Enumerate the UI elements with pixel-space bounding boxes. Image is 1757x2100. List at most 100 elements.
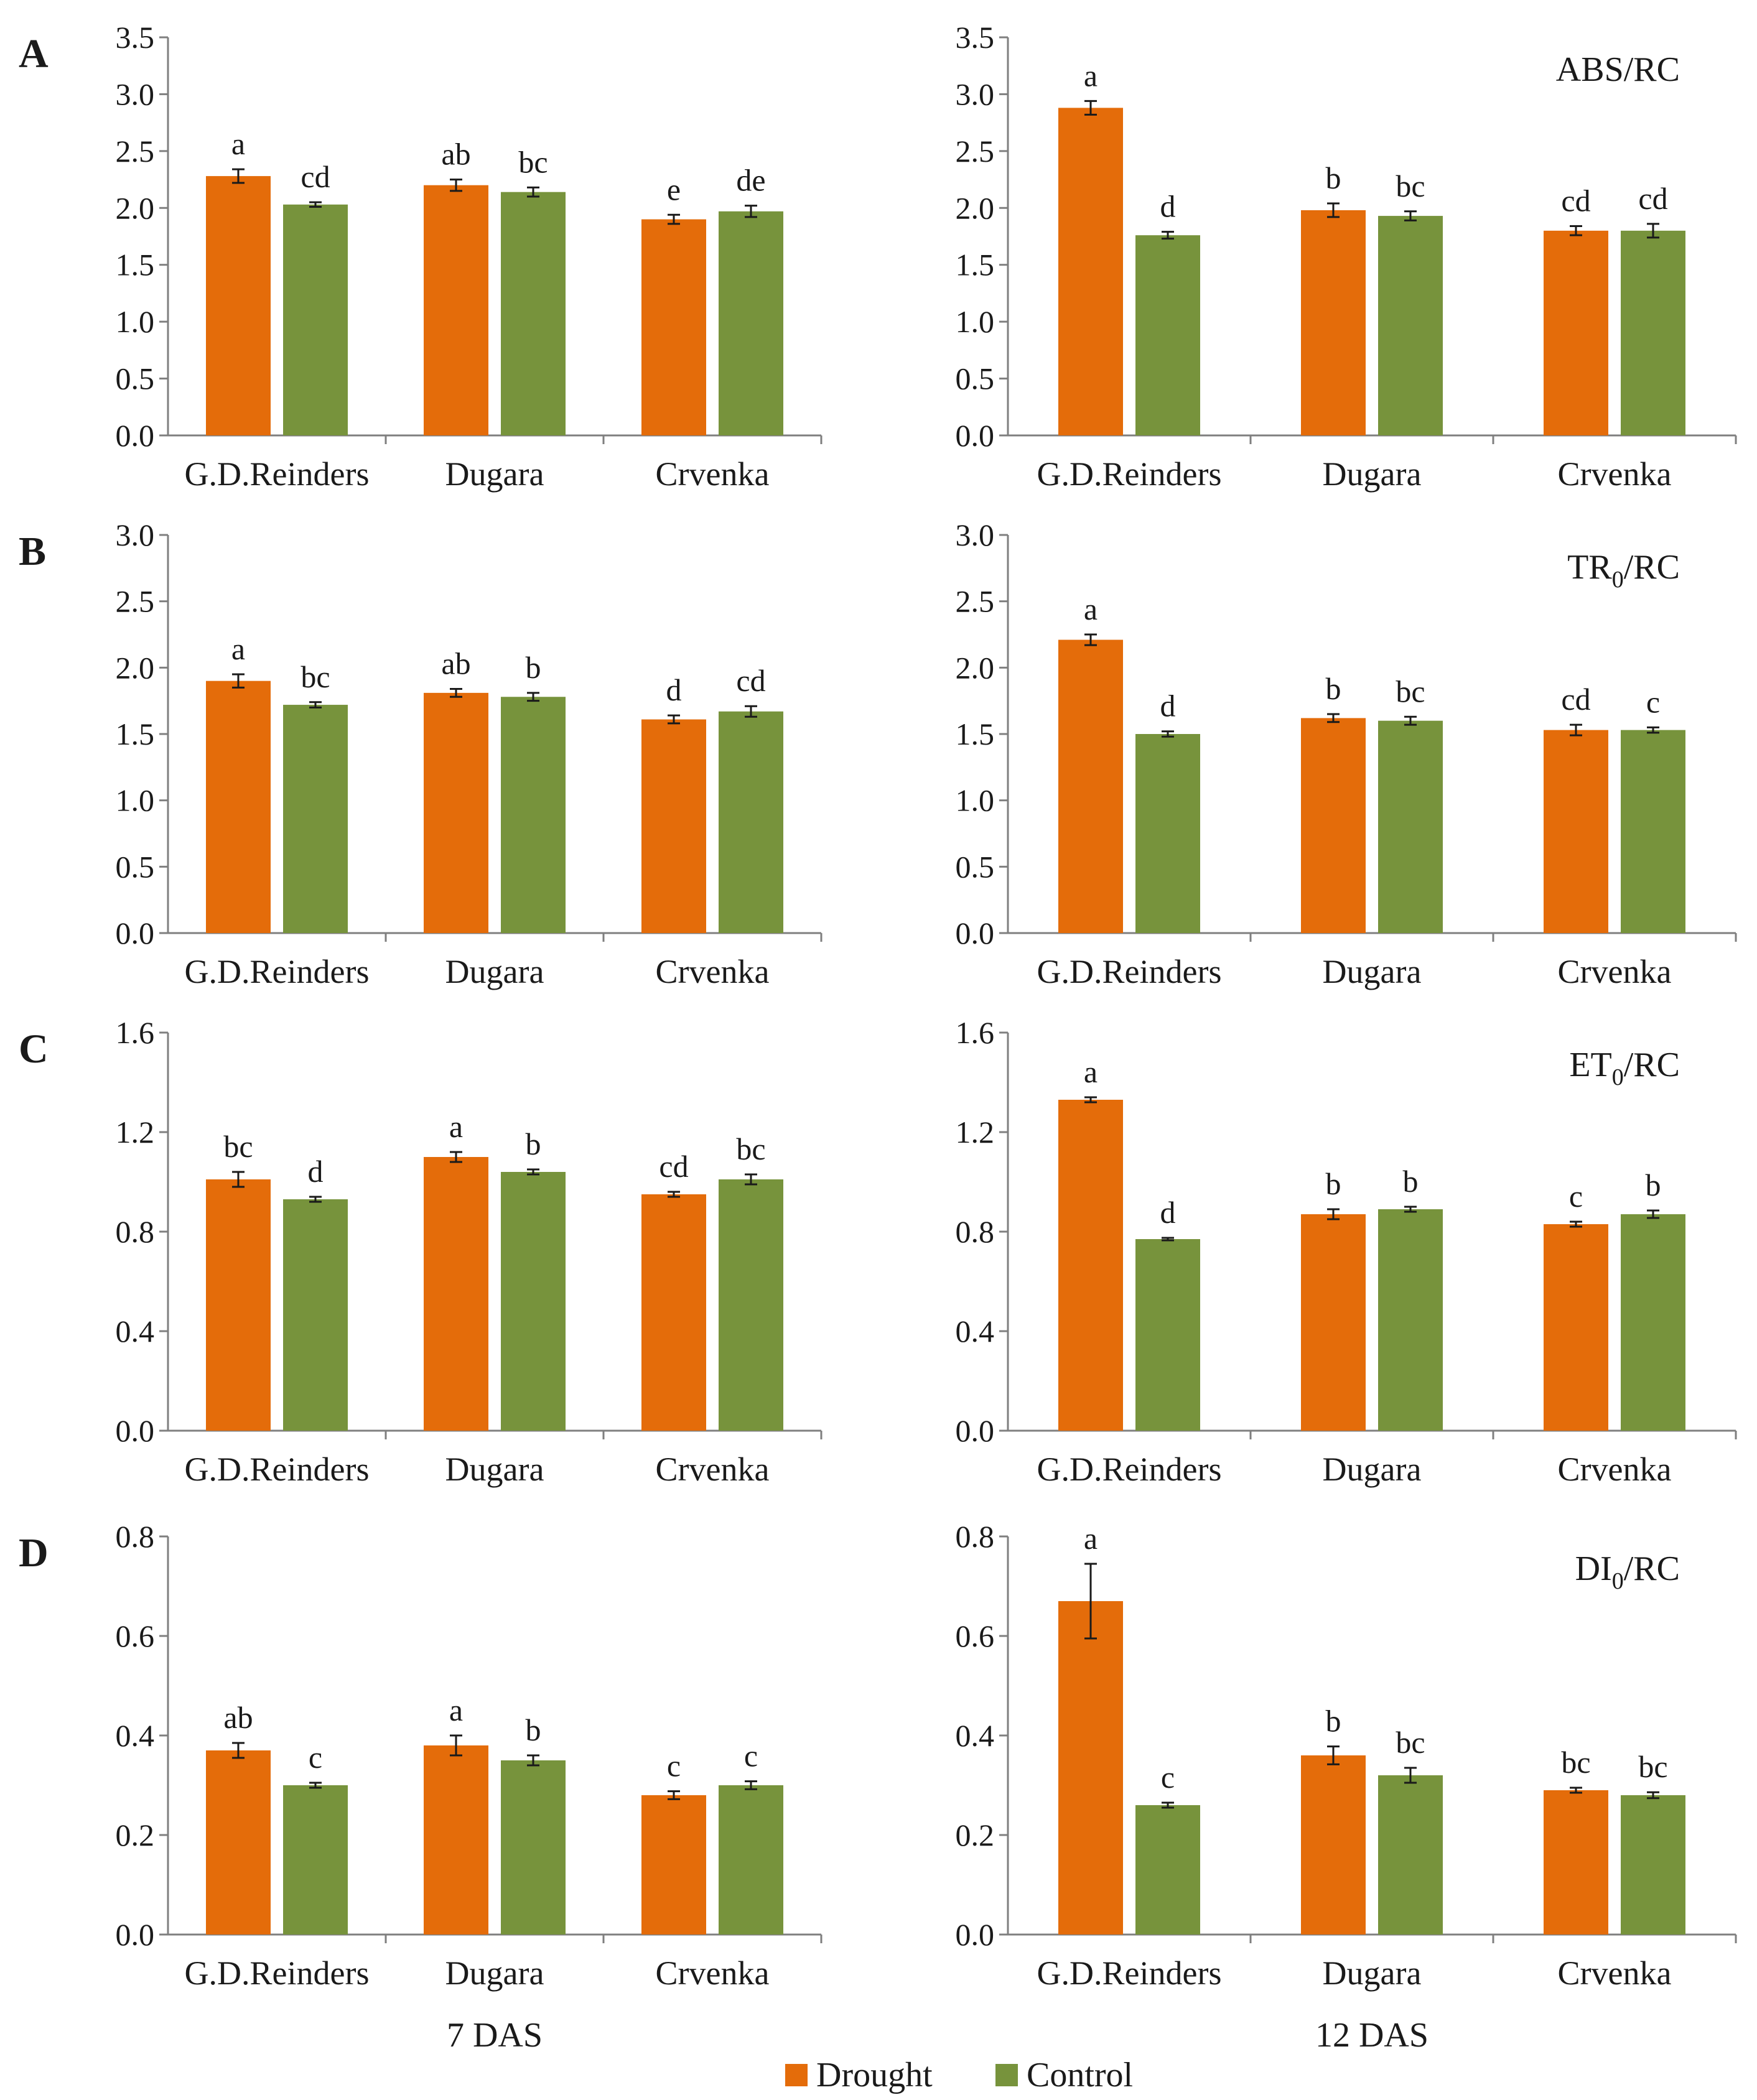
y-tick-label: 0.5: [116, 361, 155, 396]
significance-label-control: d: [1160, 1195, 1176, 1230]
significance-label-control: d: [1160, 689, 1176, 723]
significance-label-drought: cd: [1561, 682, 1590, 717]
y-tick-label: 0.6: [956, 1619, 995, 1653]
y-tick-label: 0.2: [956, 1818, 995, 1852]
y-tick-label: 2.0: [116, 190, 155, 225]
bar-control: [1135, 235, 1200, 435]
category-label: Dugara: [1323, 455, 1422, 493]
y-tick-label: 0.8: [116, 1214, 155, 1249]
bar-control: [501, 192, 566, 435]
y-tick-label: 0.8: [116, 1519, 155, 1554]
bar-drought: [424, 185, 488, 435]
panel-letter: A: [19, 31, 49, 77]
y-tick-label: 2.5: [956, 584, 995, 619]
bar-drought: [424, 692, 488, 933]
significance-label-drought: cd: [659, 1149, 688, 1184]
bar-control: [1135, 1239, 1200, 1431]
bar-control: [1378, 1775, 1443, 1935]
parameter-label: ABS/RC: [1556, 50, 1680, 89]
bar-control: [719, 1179, 783, 1431]
chart-c-12das: 0.0 0.4 0.8 1.2 1.6 G.D.Reinders a d Dugara b b Crv…: [956, 1015, 1737, 1488]
significance-label-drought: a: [1084, 1054, 1098, 1089]
parameter-main: ET: [1569, 1046, 1611, 1084]
y-tick-label: 3.0: [956, 77, 995, 111]
category-label: Dugara: [1323, 1451, 1422, 1488]
significance-label-control: cd: [1638, 181, 1667, 216]
significance-label-drought: bc: [1561, 1745, 1590, 1780]
panel-letter: B: [19, 529, 46, 574]
bar-control: [719, 1785, 783, 1935]
significance-label-drought: b: [1326, 160, 1341, 195]
parameter-subscript: 0: [1612, 567, 1624, 593]
bar-control: [283, 1199, 348, 1431]
y-tick-label: 0.0: [116, 418, 155, 453]
panel-letter: D: [19, 1530, 49, 1576]
y-tick-label: 3.5: [116, 20, 155, 55]
bar-control: [1378, 720, 1443, 933]
category-label: Crvenka: [1558, 953, 1672, 990]
y-tick-label: 1.6: [116, 1015, 155, 1050]
category-label: Crvenka: [1558, 1451, 1672, 1488]
parameter-main: ABS/RC: [1556, 50, 1680, 89]
bar-control: [719, 711, 783, 933]
significance-label-drought: a: [231, 126, 245, 161]
y-tick-label: 0.0: [956, 916, 995, 950]
bar-control: [1378, 1209, 1443, 1431]
significance-label-drought: ab: [223, 1700, 253, 1735]
bar-drought: [1058, 108, 1123, 435]
chart-a-7das: 0.0 0.5 1.0 1.5 2.0 2.5 3.0 3.5 G.D.Reinders a cd D…: [116, 20, 823, 493]
significance-label-drought: c: [667, 1749, 681, 1783]
significance-label-drought: a: [1084, 58, 1098, 93]
chart-b-7das: 0.0 0.5 1.0 1.5 2.0 2.5 3.0 G.D.Reinders a bc Duga…: [116, 518, 823, 990]
bar-control: [1621, 230, 1685, 435]
significance-label-control: bc: [1396, 1725, 1425, 1760]
legend-label-drought: Drought: [816, 2056, 933, 2094]
significance-label-drought: ab: [441, 137, 470, 172]
significance-label-drought: a: [449, 1109, 463, 1144]
parameter-label: DI0/RC: [1575, 1549, 1680, 1594]
category-label: G.D.Reinders: [185, 1954, 370, 1992]
parameter-main: DI: [1575, 1549, 1612, 1588]
bar-drought: [641, 1194, 706, 1431]
bar-drought: [424, 1745, 488, 1935]
bar-drought: [1544, 730, 1608, 933]
significance-label-control: cd: [736, 663, 765, 698]
bar-drought: [1301, 718, 1366, 933]
significance-label-control: bc: [1396, 674, 1425, 709]
significance-label-control: b: [1646, 1168, 1661, 1202]
significance-label-drought: a: [1084, 592, 1098, 626]
parameter-label: TR0/RC: [1567, 548, 1680, 593]
category-label: Crvenka: [656, 455, 770, 493]
significance-label-control: cd: [301, 159, 330, 194]
significance-label-drought: b: [1326, 1166, 1341, 1201]
bar-control: [1378, 216, 1443, 435]
legend-swatch-drought: [785, 2064, 808, 2086]
y-tick-label: 2.0: [956, 190, 995, 225]
bar-drought: [1544, 1224, 1608, 1431]
category-label: Crvenka: [1558, 1954, 1672, 1992]
y-tick-label: 1.0: [956, 783, 995, 818]
bar-drought: [1301, 210, 1366, 435]
category-label: Crvenka: [656, 953, 770, 990]
parameter-main: TR: [1567, 548, 1612, 587]
y-tick-label: 0.4: [956, 1718, 995, 1753]
bar-control: [501, 1760, 566, 1935]
significance-label-drought: b: [1326, 671, 1341, 706]
y-tick-label: 2.0: [956, 650, 995, 685]
y-tick-label: 1.6: [956, 1015, 995, 1050]
bar-drought: [1544, 230, 1608, 435]
y-tick-label: 0.0: [956, 1917, 995, 1952]
bar-drought: [1544, 1790, 1608, 1935]
category-label: Crvenka: [1558, 455, 1672, 493]
significance-label-drought: bc: [223, 1129, 253, 1164]
significance-label-control: d: [308, 1154, 324, 1189]
bar-control: [283, 1785, 348, 1935]
significance-label-control: b: [526, 1712, 541, 1747]
chart-b-12das: 0.0 0.5 1.0 1.5 2.0 2.5 3.0 G.D.Reinders a d Dugar…: [956, 518, 1737, 990]
bar-drought: [1301, 1214, 1366, 1431]
bar-control: [1621, 730, 1685, 933]
y-tick-label: 0.0: [116, 1917, 155, 1952]
significance-label-drought: a: [449, 1693, 463, 1727]
significance-label-control: bc: [518, 144, 548, 179]
y-tick-label: 0.4: [116, 1314, 155, 1349]
